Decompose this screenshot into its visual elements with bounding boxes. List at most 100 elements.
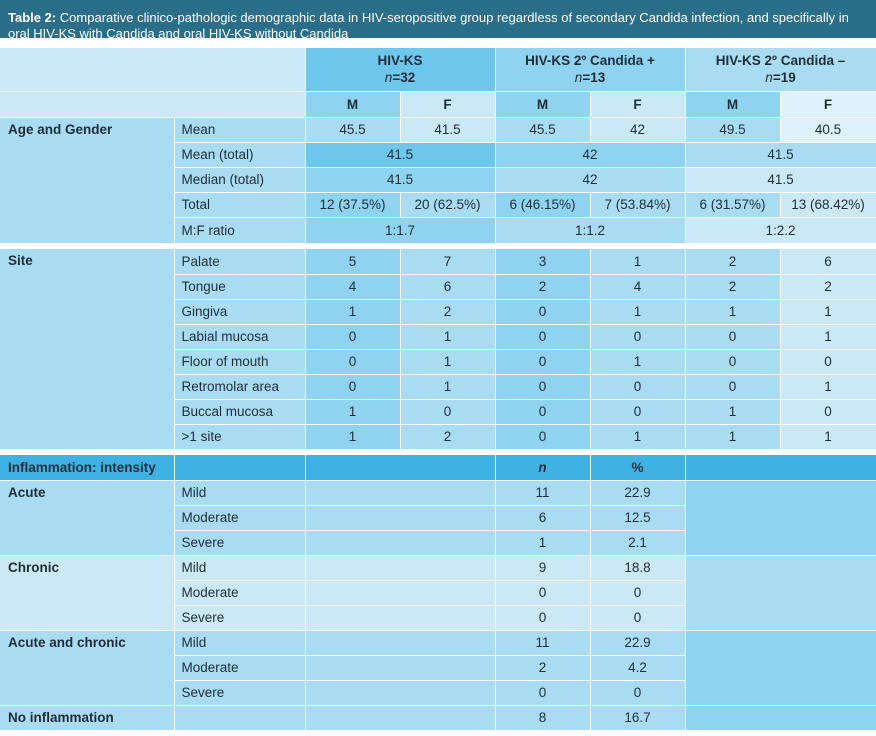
cell: 0 [495,299,591,325]
row-label: >1 site [174,424,306,450]
cell: 1 [400,349,496,375]
sex-header: M [495,91,591,118]
cell-pct: 22.9 [590,630,686,656]
cell: 0 [495,349,591,375]
cell: 45.5 [495,117,591,143]
blank-cell [305,705,496,731]
cell: 2 [685,274,781,300]
blank-cell [174,455,306,481]
cell: 0 [495,374,591,400]
corner-cell [0,48,306,92]
col-n-label: n [538,459,547,475]
col-pct-header: % [590,455,686,481]
group-header-hivks: HIV-KS n=32 [305,48,496,92]
cell: 1 [590,424,686,450]
row-label: Palate [174,249,306,275]
blank-cell [305,680,496,706]
group-count: =19 [772,70,796,86]
cell: 1 [590,349,686,375]
cell: 0 [685,374,781,400]
cell: 41.5 [305,142,496,168]
cell-n: 9 [495,555,591,581]
cell: 1:1.7 [305,217,496,244]
cell: 0 [305,324,401,350]
cell: 0 [305,349,401,375]
inflammation-header-row: Inflammation: intensity n% [0,455,876,481]
cell: 0 [685,324,781,350]
row-label: Floor of mouth [174,349,306,375]
row-label: Severe [174,530,306,556]
cell: 1 [685,424,781,450]
cell: 1 [400,324,496,350]
cell: 0 [305,374,401,400]
row-label: Median (total) [174,167,306,193]
blank-cell [174,705,306,731]
cell-n: 0 [495,580,591,606]
caption-text: Comparative clinico-pathologic demograph… [8,10,849,41]
blank-cell [305,455,496,481]
sex-header: M [685,91,781,118]
row-label: Tongue [174,274,306,300]
blank-cell [305,630,496,656]
blank-cell [305,555,496,581]
cell: 41.5 [685,167,876,193]
cell: 2 [400,424,496,450]
cell: 1 [780,424,876,450]
cell: 0 [780,349,876,375]
cell: 4 [305,274,401,300]
cell: 6 [780,249,876,275]
cell: 0 [590,324,686,350]
cell: 6 (31.57%) [685,192,781,218]
row-label: Moderate [174,655,306,681]
blank-cell [685,705,876,731]
inflammation-group-label: Acute and chronic [0,630,175,706]
cell: 0 [590,374,686,400]
sex-header: M [305,91,401,118]
group-name: HIV-KS 2º Candida – [715,53,846,69]
row-label: Mean (total) [174,142,306,168]
cell: 4 [590,274,686,300]
inflammation-row: Severe 1 2.1 [0,530,876,556]
cell: 42 [590,117,686,143]
cell: 0 [780,399,876,425]
col-n-header: n [495,455,591,481]
cell: 1 [590,299,686,325]
cell: 41.5 [400,117,496,143]
cell-n: 0 [495,680,591,706]
blank-cell [685,630,876,706]
inflammation-group-label: Acute [0,480,175,556]
row-label: Mean [174,117,306,143]
site-row: Floor of mouth 0 1 0 1 0 0 [0,349,876,375]
cell: 1 [780,299,876,325]
cell-pct: 0 [590,680,686,706]
site-row: Tongue 4 6 2 4 2 2 [0,274,876,300]
cell: 5 [305,249,401,275]
cell-n: 1 [495,530,591,556]
cell-n: 6 [495,505,591,531]
site-row: Buccal mucosa 1 0 0 0 1 0 [0,399,876,425]
group-header-row: HIV-KS n=32 HIV-KS 2º Candida + n=13 HIV… [0,48,876,92]
cell: 0 [590,399,686,425]
row-label: Moderate [174,580,306,606]
no-inflammation-label: No inflammation [0,705,175,731]
site-label: Site [0,249,175,450]
cell: 1 [305,299,401,325]
cell: 1 [780,324,876,350]
blank-cell [305,480,496,506]
blank-cell [305,580,496,606]
table-caption: Table 2: Comparative clinico-pathologic … [0,0,876,41]
row-label: Labial mucosa [174,324,306,350]
cell: 12 (37.5%) [305,192,401,218]
cell: 40.5 [780,117,876,143]
cell-pct: 22.9 [590,480,686,506]
cell-pct: 2.1 [590,530,686,556]
blank-cell [305,655,496,681]
no-inflammation-row: No inflammation 8 16.7 [0,705,876,731]
age-mean-total-row: Mean (total) 41.5 42 41.5 [0,142,876,168]
row-label: Gingiva [174,299,306,325]
cell: 6 (46.15%) [495,192,591,218]
cell: 49.5 [685,117,781,143]
cell: 3 [495,249,591,275]
cell-n: 11 [495,630,591,656]
cell-pct: 12.5 [590,505,686,531]
